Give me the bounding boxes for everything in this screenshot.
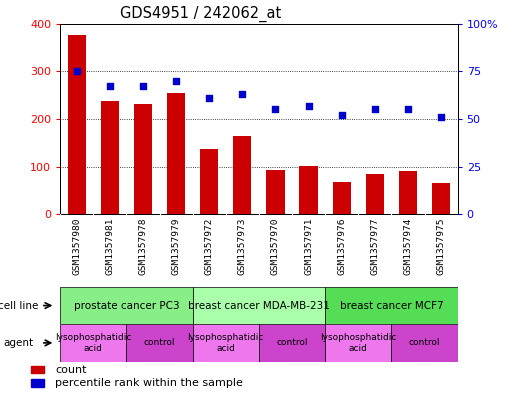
Text: GSM1357979: GSM1357979 [172,218,180,275]
Bar [399,171,417,214]
Bar [432,183,450,214]
Point [139,83,147,90]
Text: prostate cancer PC3: prostate cancer PC3 [74,301,179,310]
Bar [167,93,185,214]
Bar [192,324,259,362]
Point [106,83,114,90]
Point [437,114,445,120]
Text: breast cancer MDA-MB-231: breast cancer MDA-MB-231 [188,301,330,310]
Bar [233,136,252,214]
Point [205,95,213,101]
Bar [266,170,285,214]
Point [304,103,313,109]
Text: GSM1357971: GSM1357971 [304,218,313,275]
Point [404,106,412,112]
Text: lysophosphatidic
acid: lysophosphatidic acid [188,333,264,353]
Text: GDS4951 / 242062_at: GDS4951 / 242062_at [120,6,281,22]
Bar [325,287,458,324]
Text: cell line: cell line [0,301,38,310]
Bar [134,104,152,214]
Point [271,106,280,112]
Bar [101,101,119,214]
Bar [127,324,192,362]
Text: agent: agent [3,338,33,348]
Text: percentile rank within the sample: percentile rank within the sample [55,378,243,388]
Bar [300,166,317,214]
Bar [333,182,351,214]
Bar [31,366,44,373]
Text: control: control [276,338,308,347]
Text: control: control [409,338,440,347]
Text: GSM1357975: GSM1357975 [437,218,446,275]
Bar [325,324,391,362]
Bar [60,287,192,324]
Bar [31,379,44,387]
Text: breast cancer MCF7: breast cancer MCF7 [339,301,443,310]
Bar [192,287,325,324]
Bar [60,324,127,362]
Point [337,112,346,118]
Point [371,106,379,112]
Text: GSM1357970: GSM1357970 [271,218,280,275]
Bar [366,174,384,214]
Text: GSM1357972: GSM1357972 [204,218,214,275]
Point [172,78,180,84]
Bar [391,324,458,362]
Text: control: control [144,338,175,347]
Text: count: count [55,365,86,375]
Text: lysophosphatidic
acid: lysophosphatidic acid [55,333,131,353]
Bar [200,149,218,214]
Text: GSM1357980: GSM1357980 [72,218,81,275]
Text: lysophosphatidic
acid: lysophosphatidic acid [320,333,396,353]
Text: GSM1357981: GSM1357981 [105,218,115,275]
Bar [67,35,86,214]
Point [73,68,81,74]
Point [238,91,246,97]
Text: GSM1357978: GSM1357978 [139,218,147,275]
Text: GSM1357977: GSM1357977 [370,218,379,275]
Text: GSM1357973: GSM1357973 [238,218,247,275]
Bar [259,324,325,362]
Text: GSM1357974: GSM1357974 [403,218,413,275]
Text: GSM1357976: GSM1357976 [337,218,346,275]
